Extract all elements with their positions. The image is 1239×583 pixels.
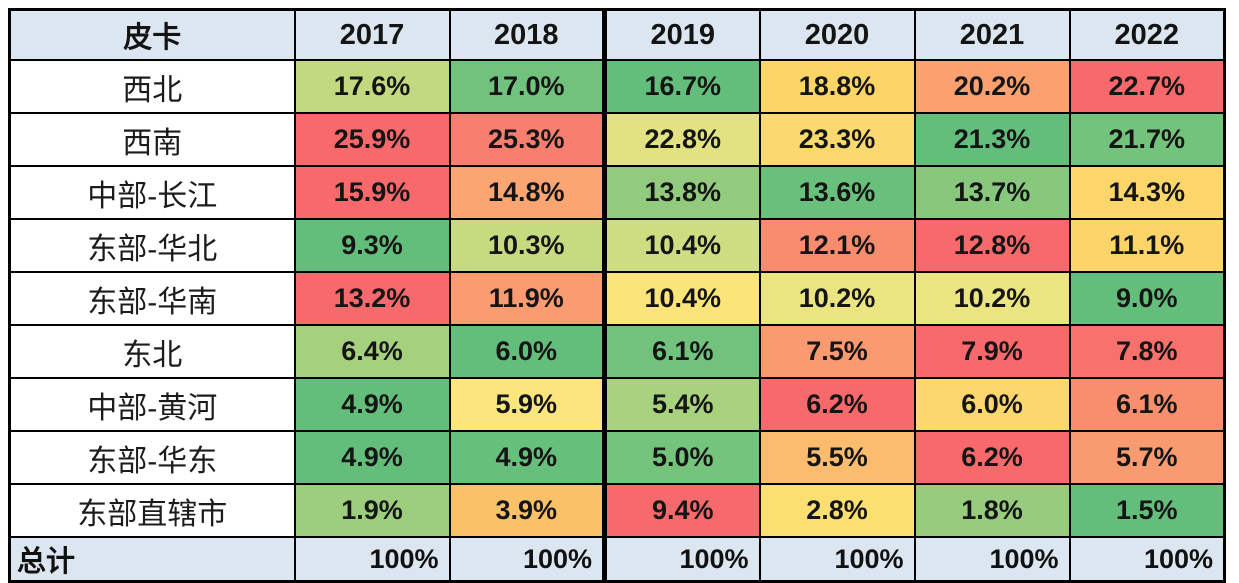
table-row: 东部直辖市 1.9% 3.9% 9.4% 2.8% 1.8% 1.5% (8, 483, 1226, 538)
heat-cell: 2.8% (758, 483, 916, 538)
heat-cell: 17.6% (293, 59, 451, 114)
table-row: 西南 25.9% 25.3% 22.8% 23.3% 21.3% 21.7% (8, 112, 1226, 167)
total-cell: 100% (293, 536, 451, 583)
total-label: 总计 (8, 536, 296, 583)
year-header-2018: 2018 (448, 8, 607, 61)
heat-cell: 9.3% (293, 218, 451, 273)
header-row: 皮卡 2017 2018 2019 2020 2021 2022 (8, 8, 1226, 61)
region-label: 东部-华南 (8, 271, 296, 326)
heat-cell: 21.7% (1068, 112, 1226, 167)
total-cell: 100% (1068, 536, 1226, 583)
year-header-2022: 2022 (1068, 8, 1226, 61)
heat-cell: 10.4% (603, 218, 761, 273)
region-label: 中部-长江 (8, 165, 296, 220)
heat-cell: 22.7% (1068, 59, 1226, 114)
total-cell: 100% (758, 536, 916, 583)
heat-cell: 25.3% (448, 112, 607, 167)
total-cell: 100% (603, 536, 761, 583)
year-header-2017: 2017 (293, 8, 451, 61)
heat-cell: 22.8% (603, 112, 761, 167)
pickup-share-heatmap-table: 皮卡 2017 2018 2019 2020 2021 2022 西北 17.6% 17.0%… (8, 8, 1226, 583)
heat-cell: 12.1% (758, 218, 916, 273)
year-header-2019: 2019 (603, 8, 761, 61)
heat-cell: 10.4% (603, 271, 761, 326)
table-row: 东部-华南 13.2% 11.9% 10.4% 10.2% 10.2% 9.0% (8, 271, 1226, 326)
table-row: 西北 17.6% 17.0% 16.7% 18.8% 20.2% 22.7% (8, 59, 1226, 114)
heat-cell: 17.0% (448, 59, 607, 114)
heat-cell: 18.8% (758, 59, 916, 114)
heat-cell: 20.2% (913, 59, 1071, 114)
heat-cell: 14.8% (448, 165, 607, 220)
heat-cell: 13.2% (293, 271, 451, 326)
table-row: 东部-华东 4.9% 4.9% 5.0% 5.5% 6.2% 5.7% (8, 430, 1226, 485)
heat-cell: 9.0% (1068, 271, 1226, 326)
heat-cell: 10.3% (448, 218, 607, 273)
heat-cell: 1.5% (1068, 483, 1226, 538)
heat-cell: 6.0% (913, 377, 1071, 432)
heat-cell: 7.9% (913, 324, 1071, 379)
year-header-2020: 2020 (758, 8, 916, 61)
heat-cell: 1.9% (293, 483, 451, 538)
region-label: 东北 (8, 324, 296, 379)
total-cell: 100% (448, 536, 607, 583)
heat-cell: 3.9% (448, 483, 607, 538)
heat-cell: 7.5% (758, 324, 916, 379)
heat-cell: 6.4% (293, 324, 451, 379)
heat-cell: 12.8% (913, 218, 1071, 273)
heat-cell: 5.0% (603, 430, 761, 485)
heat-cell: 5.7% (1068, 430, 1226, 485)
heat-cell: 10.2% (758, 271, 916, 326)
region-label: 中部-黄河 (8, 377, 296, 432)
heat-cell: 4.9% (293, 377, 451, 432)
heat-cell: 9.4% (603, 483, 761, 538)
heat-cell: 23.3% (758, 112, 916, 167)
heat-cell: 4.9% (448, 430, 607, 485)
table-row: 东部-华北 9.3% 10.3% 10.4% 12.1% 12.8% 11.1% (8, 218, 1226, 273)
heat-cell: 13.8% (603, 165, 761, 220)
heat-cell: 13.7% (913, 165, 1071, 220)
heat-cell: 10.2% (913, 271, 1071, 326)
year-header-2021: 2021 (913, 8, 1071, 61)
heat-cell: 4.9% (293, 430, 451, 485)
table-row: 东北 6.4% 6.0% 6.1% 7.5% 7.9% 7.8% (8, 324, 1226, 379)
heat-cell: 6.1% (1068, 377, 1226, 432)
table-row: 中部-黄河 4.9% 5.9% 5.4% 6.2% 6.0% 6.1% (8, 377, 1226, 432)
heat-cell: 5.5% (758, 430, 916, 485)
region-label: 东部直辖市 (8, 483, 296, 538)
heat-cell: 6.1% (603, 324, 761, 379)
region-label: 东部-华东 (8, 430, 296, 485)
heat-cell: 14.3% (1068, 165, 1226, 220)
region-label: 西南 (8, 112, 296, 167)
heat-cell: 6.0% (448, 324, 607, 379)
heat-cell: 13.6% (758, 165, 916, 220)
heat-cell: 1.8% (913, 483, 1071, 538)
heat-cell: 15.9% (293, 165, 451, 220)
heat-cell: 11.9% (448, 271, 607, 326)
region-label: 东部-华北 (8, 218, 296, 273)
heat-cell: 25.9% (293, 112, 451, 167)
heat-cell: 21.3% (913, 112, 1071, 167)
total-cell: 100% (913, 536, 1071, 583)
total-row: 总计 100% 100% 100% 100% 100% 100% (8, 536, 1226, 583)
heat-cell: 6.2% (913, 430, 1071, 485)
heat-cell: 5.9% (448, 377, 607, 432)
heat-cell: 16.7% (603, 59, 761, 114)
heat-cell: 5.4% (603, 377, 761, 432)
heat-cell: 6.2% (758, 377, 916, 432)
table-row: 中部-长江 15.9% 14.8% 13.8% 13.6% 13.7% 14.3% (8, 165, 1226, 220)
region-label: 西北 (8, 59, 296, 114)
table-title: 皮卡 (8, 8, 296, 61)
heat-cell: 7.8% (1068, 324, 1226, 379)
heat-cell: 11.1% (1068, 218, 1226, 273)
